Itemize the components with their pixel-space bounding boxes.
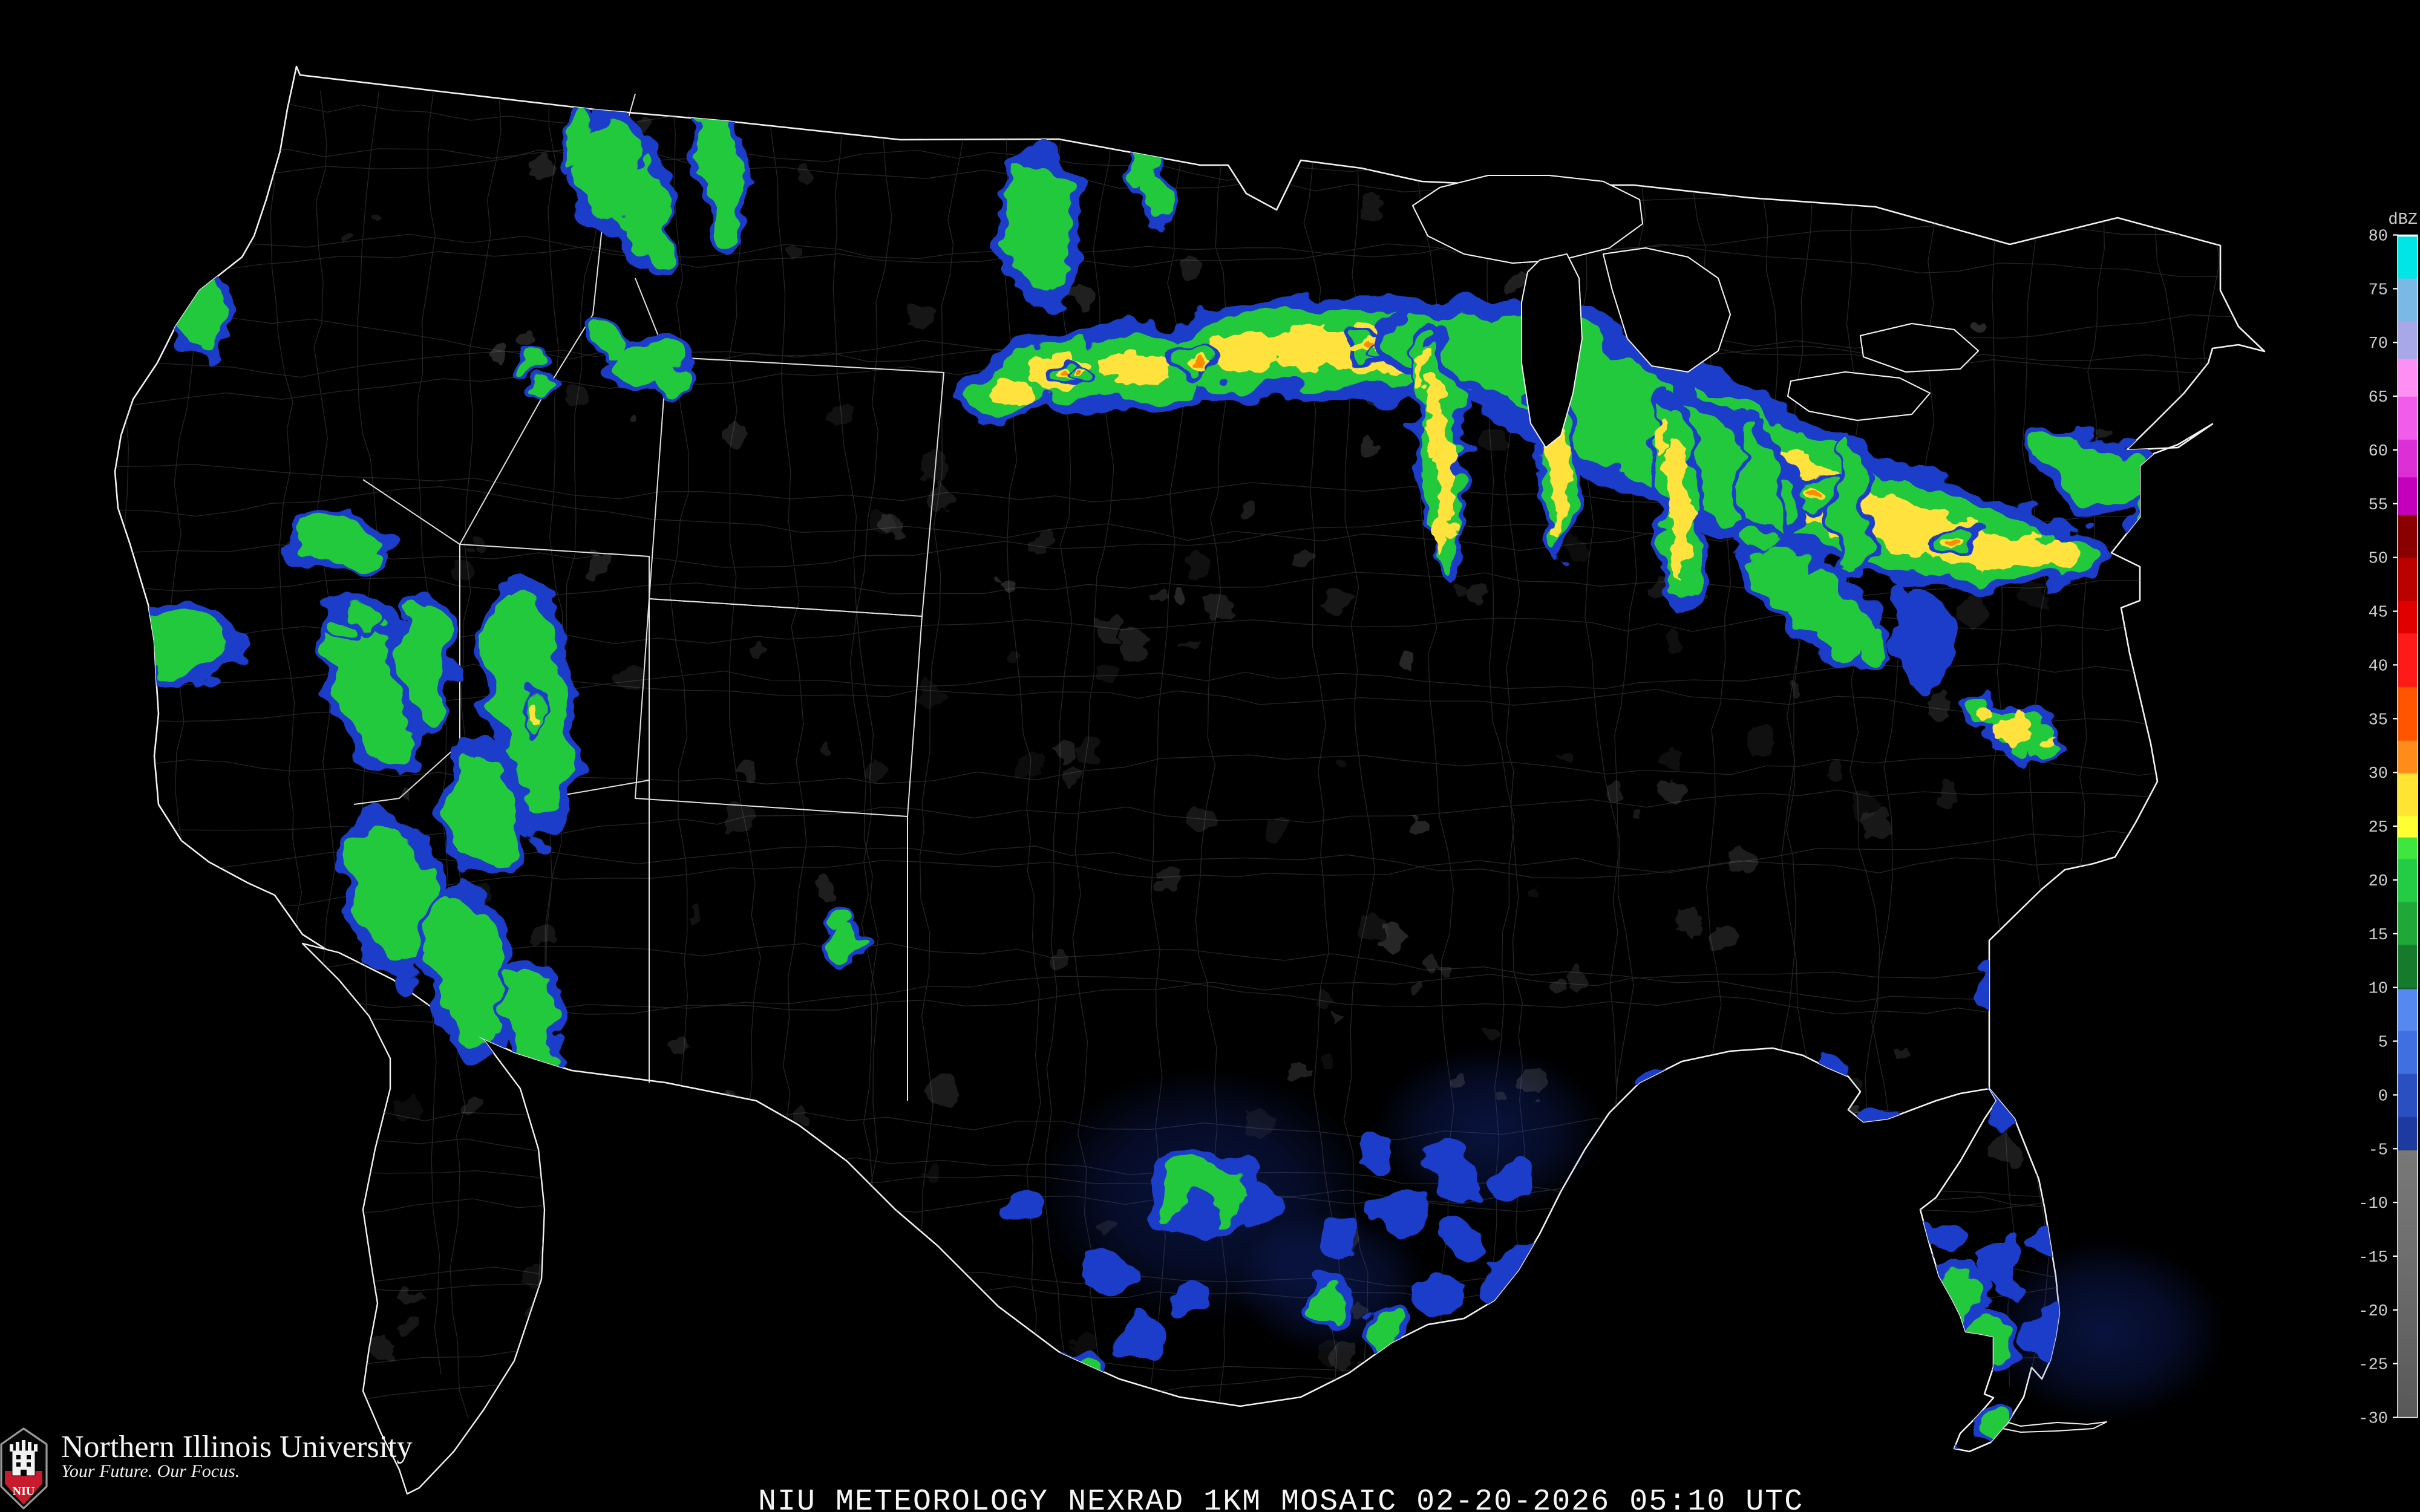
svg-text:NIU METEOROLOGY NEXRAD 1KM MOS: NIU METEOROLOGY NEXRAD 1KM MOSAIC 02-20-… — [758, 1485, 1804, 1512]
svg-text:-10: -10 — [2358, 1195, 2388, 1213]
svg-text:10: 10 — [2369, 980, 2388, 999]
svg-text:0: 0 — [2378, 1087, 2388, 1106]
svg-text:-15: -15 — [2358, 1249, 2388, 1267]
svg-text:40: 40 — [2369, 657, 2388, 676]
svg-text:15: 15 — [2369, 927, 2388, 945]
svg-text:55: 55 — [2369, 497, 2388, 515]
svg-text:Your Future. Our Focus.: Your Future. Our Focus. — [61, 1461, 240, 1481]
svg-text:35: 35 — [2369, 711, 2388, 729]
svg-text:65: 65 — [2369, 389, 2388, 407]
svg-text:45: 45 — [2369, 604, 2388, 622]
svg-text:25: 25 — [2369, 819, 2388, 837]
svg-text:-5: -5 — [2369, 1141, 2388, 1159]
svg-text:5: 5 — [2378, 1034, 2388, 1052]
svg-text:70: 70 — [2369, 335, 2388, 353]
svg-text:30: 30 — [2369, 765, 2388, 783]
svg-text:NIU: NIU — [13, 1485, 35, 1498]
svg-text:60: 60 — [2369, 443, 2388, 461]
svg-text:-20: -20 — [2358, 1303, 2388, 1321]
svg-text:20: 20 — [2369, 873, 2388, 891]
svg-text:75: 75 — [2369, 281, 2388, 299]
svg-text:-30: -30 — [2358, 1410, 2388, 1429]
svg-text:-25: -25 — [2358, 1357, 2388, 1375]
svg-text:Northern Illinois University: Northern Illinois University — [61, 1430, 413, 1464]
svg-text:50: 50 — [2369, 550, 2388, 569]
svg-text:80: 80 — [2369, 228, 2388, 246]
svg-text:dBZ: dBZ — [2388, 211, 2418, 229]
